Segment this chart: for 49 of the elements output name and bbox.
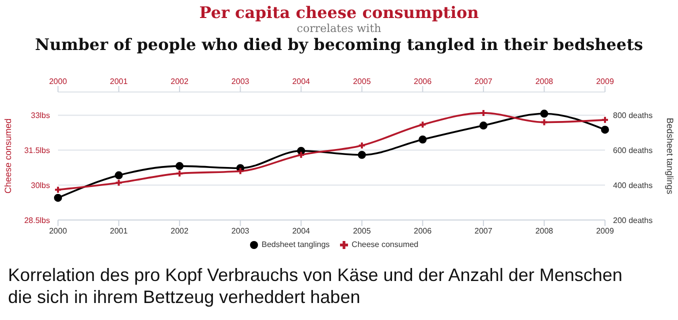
- category-label: 2003: [231, 226, 250, 236]
- x-tick-label: 2009: [596, 77, 614, 86]
- category-label: 2001: [110, 226, 128, 236]
- point: [358, 150, 366, 159]
- chart-subtitle: correlates with: [296, 22, 382, 35]
- point: [418, 120, 427, 129]
- category-label: 2004: [292, 226, 310, 236]
- y-tick-label: 33lbs: [30, 111, 50, 120]
- y-tick-label: 30lbs: [30, 180, 50, 190]
- x-tick-label: 2004: [292, 77, 311, 86]
- category-label: 2007: [474, 226, 492, 236]
- category-label: 2005: [352, 226, 371, 236]
- y-tick-label: 28.5lbs: [24, 216, 50, 225]
- point: [176, 162, 184, 170]
- chart-title: Per capita cheese consumption: [198, 3, 480, 22]
- category-label: 2009: [596, 226, 614, 236]
- point: [540, 110, 548, 118]
- legend-label: Bedsheet tanglings: [262, 240, 330, 249]
- x-tick-label: 2005: [352, 77, 372, 86]
- y2-tick-label: 800 deaths: [613, 111, 653, 120]
- x-tick-label: 2000: [49, 77, 68, 86]
- x-tick-label: 2006: [414, 77, 432, 86]
- y-axis-title: Cheese consumed: [3, 118, 14, 194]
- y2-tick-label: 400 deaths: [613, 180, 653, 190]
- point: [601, 126, 609, 134]
- x-tick-label: 2002: [170, 77, 190, 86]
- category-label: 2002: [170, 226, 188, 236]
- legend-label: Cheese consumed: [352, 240, 418, 249]
- point: [479, 122, 488, 130]
- y2-axis-title: Bedsheet tanglings: [664, 118, 675, 195]
- text: Korrelation des pro Kopf Verbrauchs von Käse und der Anzahl der Menschen die sich in ihrem Bettzeug verheddert haben: [8, 264, 624, 308]
- y2-tick-label: 200 deaths: [613, 216, 653, 225]
- point: [114, 178, 123, 187]
- x-tick-label: 2001: [110, 77, 128, 86]
- point: [54, 194, 62, 202]
- point: [114, 171, 123, 180]
- point: [297, 150, 306, 159]
- point: [418, 136, 427, 144]
- category-label: 2006: [414, 226, 432, 236]
- x-tick-label: 2007: [474, 77, 493, 86]
- x-tick-label: 2003: [231, 77, 250, 86]
- x-tick-label: 2008: [535, 77, 554, 86]
- category-label: 2000: [49, 226, 67, 236]
- category-label: 2008: [535, 226, 554, 236]
- point: [236, 167, 244, 176]
- y-tick-label: 31.5lbs: [24, 146, 50, 156]
- y2-tick-label: 600 deaths: [613, 146, 653, 155]
- text: Number of people who died by becoming tangled in their bedsheets: [34, 35, 644, 54]
- point: [540, 118, 548, 126]
